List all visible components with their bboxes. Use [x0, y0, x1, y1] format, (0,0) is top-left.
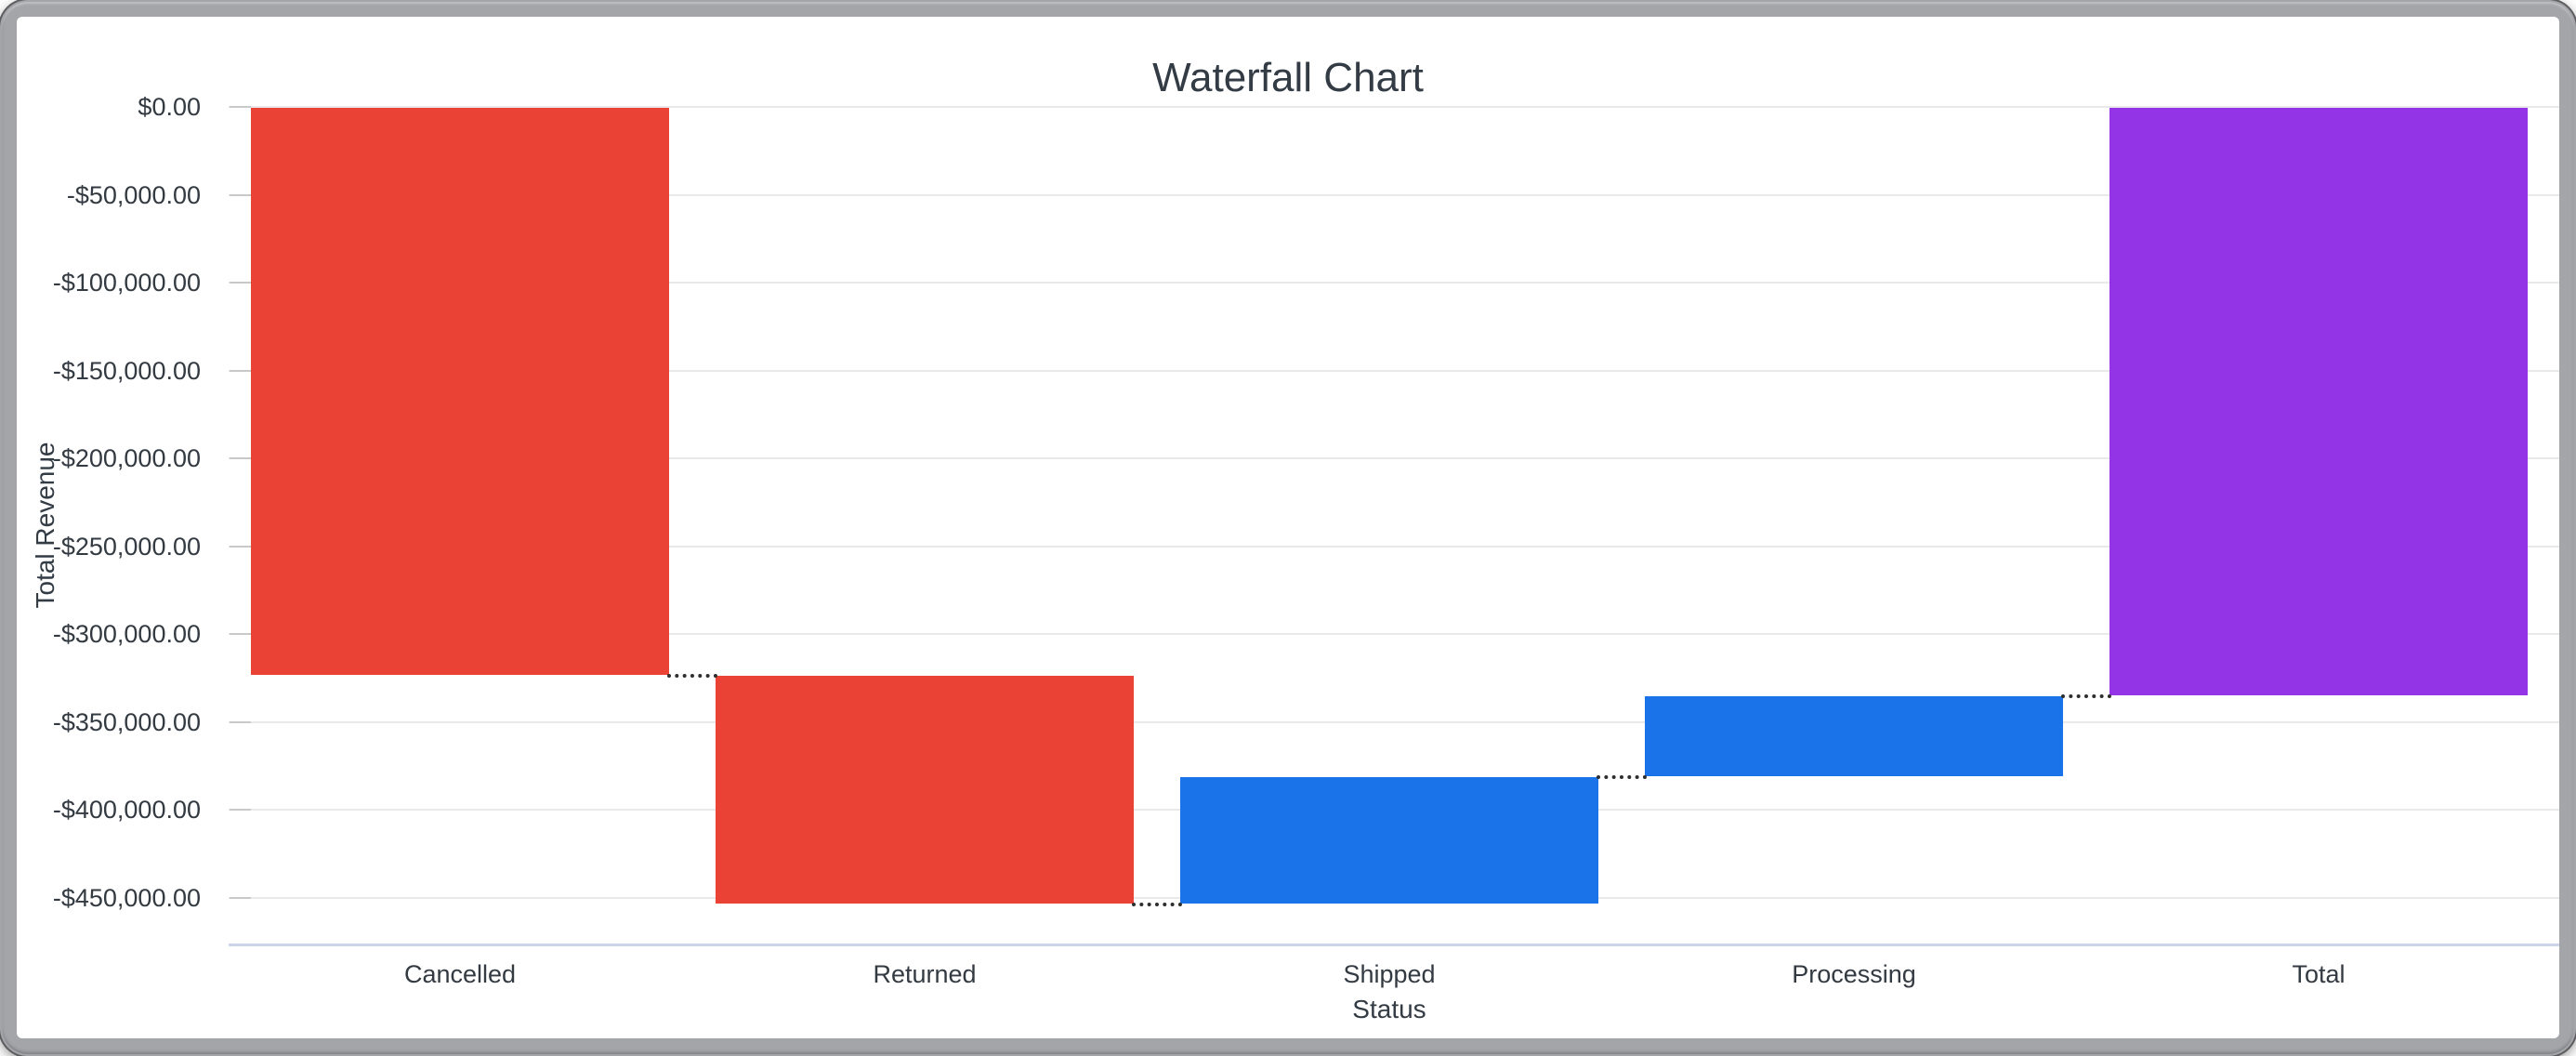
waterfall-connector: [667, 674, 717, 679]
y-tick-mark: [230, 633, 251, 635]
y-tick-mark: [230, 193, 251, 196]
y-tick-mark: [230, 809, 251, 811]
x-label-total: Total: [2292, 960, 2346, 988]
x-label-returned: Returned: [873, 960, 977, 988]
x-axis-line: [229, 944, 2559, 946]
y-tick-label: -$300,000.00: [52, 620, 201, 648]
y-tick-label: -$200,000.00: [52, 444, 201, 472]
y-gridline: [229, 633, 2559, 635]
x-label-processing: Processing: [1792, 960, 1916, 988]
y-tick-label: -$350,000.00: [52, 707, 201, 736]
y-tick-mark: [230, 896, 251, 899]
y-tick-label: -$400,000.00: [52, 796, 201, 824]
y-tick-mark: [230, 282, 251, 284]
chart-title: Waterfall Chart: [1152, 55, 1424, 100]
y-gridline: [229, 193, 2559, 196]
y-tick-label: -$450,000.00: [52, 883, 201, 912]
bar-returned[interactable]: [716, 676, 1134, 904]
y-tick-mark: [230, 720, 251, 723]
bar-total[interactable]: [2109, 108, 2528, 696]
y-tick-label: $0.00: [138, 93, 201, 121]
y-gridline: [229, 369, 2559, 372]
y-gridline: [229, 545, 2559, 548]
x-label-cancelled: Cancelled: [403, 960, 517, 988]
waterfall-connector: [1132, 902, 1182, 906]
y-tick-label: -$50,000.00: [66, 180, 201, 209]
x-axis-title: Status: [1352, 995, 1426, 1023]
y-gridline: [229, 720, 2559, 723]
y-tick-label: -$100,000.00: [52, 269, 201, 297]
y-tick-label: -$250,000.00: [52, 532, 201, 561]
y-tick-mark: [230, 457, 251, 459]
y-tick-mark: [230, 545, 251, 548]
x-label-shipped: Shipped: [1343, 960, 1436, 988]
waterfall-connector: [1597, 774, 1647, 779]
waterfall-connector: [2061, 694, 2111, 699]
y-gridline: [229, 282, 2559, 284]
bar-cancelled[interactable]: [251, 108, 669, 676]
y-tick-label: -$150,000.00: [52, 356, 201, 385]
bar-processing[interactable]: [1645, 696, 2063, 776]
bar-shipped[interactable]: [1180, 776, 1598, 904]
y-gridline: [229, 106, 2559, 108]
y-gridline: [229, 457, 2559, 459]
y-tick-mark: [230, 106, 251, 108]
y-tick-mark: [230, 369, 251, 372]
